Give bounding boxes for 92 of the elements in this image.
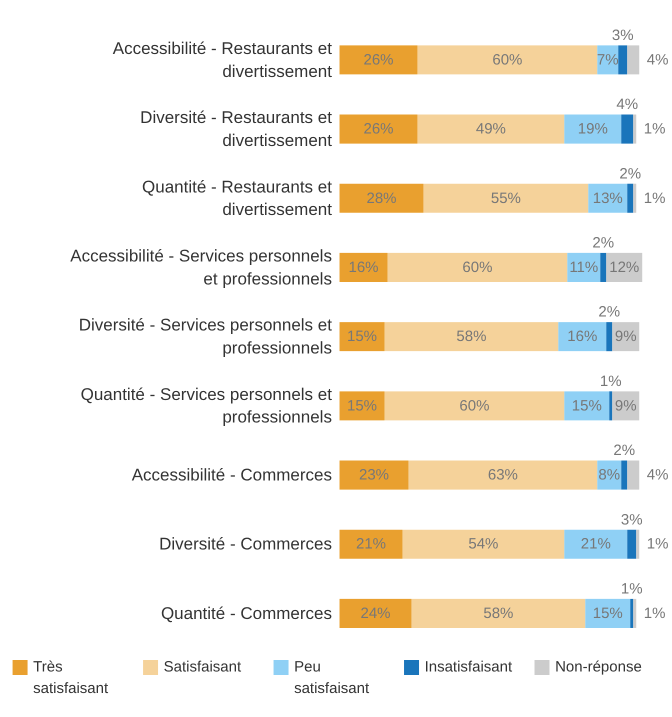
bar: [340, 530, 402, 559]
bar: [621, 460, 628, 490]
data-label: 4%: [646, 466, 668, 484]
data-label: 3%: [620, 511, 643, 528]
data-label: 63%: [488, 466, 518, 484]
data-label: 15%: [346, 328, 378, 346]
data-label: 60%: [462, 258, 492, 276]
bar: [633, 598, 636, 628]
y-tick-label: Quantité - Services personnels et professionnels: [80, 384, 332, 427]
bar: [423, 184, 588, 213]
data-label: 19%: [578, 120, 608, 138]
data-label: 2%: [619, 165, 642, 182]
data-label: 3%: [612, 26, 634, 44]
data-label: 26%: [363, 120, 394, 138]
bar: [417, 45, 598, 74]
bar: [636, 530, 640, 559]
data-label: 23%: [358, 466, 390, 484]
y-tick-label: Diversité - Services personnels et professionnels: [78, 316, 332, 358]
data-label: 2%: [613, 442, 636, 460]
data-label: 15%: [592, 604, 623, 622]
y-tick-label: Accessibilité - Restaurants et divertissement: [112, 38, 332, 81]
data-label: 4%: [646, 51, 668, 68]
legend-label: Très satisfaisant: [33, 658, 109, 697]
bar: [340, 184, 424, 213]
bar: [408, 460, 598, 490]
bar: [633, 114, 636, 144]
bar: [600, 252, 606, 282]
data-label: 9%: [614, 397, 637, 414]
data-label: 16%: [567, 328, 598, 346]
data-label: 49%: [476, 120, 506, 138]
data-label: 1%: [620, 580, 643, 598]
bar: [627, 45, 640, 74]
bar: [618, 45, 628, 74]
data-label: 21%: [580, 536, 611, 553]
legend-label: Peu satisfaisant: [294, 658, 370, 697]
data-label: 60%: [492, 51, 522, 68]
legend-label: Satisfaisant: [164, 658, 242, 676]
data-label: 26%: [363, 51, 394, 68]
bar: [340, 114, 418, 144]
data-label: 24%: [360, 604, 391, 622]
bar: [621, 114, 634, 144]
data-label: 16%: [348, 258, 379, 276]
y-tick-label: Quantité - Restaurants et divertissement: [142, 177, 332, 220]
data-label: 7%: [596, 51, 619, 68]
bar: [627, 184, 634, 213]
data-label: 13%: [592, 190, 623, 207]
data-label: 11%: [569, 258, 598, 276]
bar: [387, 252, 568, 282]
y-tick-label: Diversité - Restaurants et divertissement: [140, 108, 332, 150]
data-label: 2%: [592, 234, 614, 252]
legend-label: Non-réponse: [555, 658, 642, 676]
data-label: 60%: [459, 397, 490, 414]
data-label: 54%: [468, 536, 498, 553]
data-label: 58%: [456, 328, 486, 346]
bar: [340, 45, 418, 74]
y-tick-label: Diversité - Commerces: [159, 534, 332, 554]
data-label: 4%: [616, 96, 638, 114]
data-label: 1%: [644, 120, 666, 138]
bar: [340, 460, 408, 490]
bar: [340, 598, 412, 628]
bar: [609, 391, 612, 420]
y-tick-label: Accessibilité - Services personnels et professionnels: [70, 246, 332, 288]
y-tick-label: Quantité - Commerces: [160, 604, 332, 623]
bar: [564, 114, 622, 144]
data-label: 9%: [614, 328, 637, 346]
data-label: 58%: [483, 604, 514, 622]
bar: [558, 322, 606, 352]
data-label: 8%: [598, 466, 620, 484]
data-label: 1%: [646, 536, 668, 553]
bar: [627, 460, 640, 490]
bar: [384, 322, 558, 352]
data-label: 55%: [490, 190, 521, 207]
legend-label: Insatisfaisant: [424, 658, 513, 676]
bar: [606, 322, 612, 352]
bar: [630, 598, 634, 628]
data-label: 12%: [609, 258, 640, 276]
data-label: 21%: [356, 536, 386, 553]
data-label: 15%: [572, 397, 602, 414]
data-label: 28%: [366, 190, 397, 207]
data-label: 1%: [644, 190, 666, 207]
data-label: 2%: [598, 304, 620, 321]
bar: [417, 114, 564, 144]
y-tick-label: Accessibilité - Commerces: [132, 466, 332, 485]
bar: [627, 530, 636, 559]
bar: [411, 598, 586, 628]
bar: [384, 391, 564, 420]
bar: [633, 184, 636, 213]
data-label: 1%: [600, 372, 622, 390]
bar: [564, 530, 628, 559]
bar: [402, 530, 564, 559]
data-label: 1%: [644, 604, 666, 622]
data-label: 15%: [346, 397, 378, 414]
